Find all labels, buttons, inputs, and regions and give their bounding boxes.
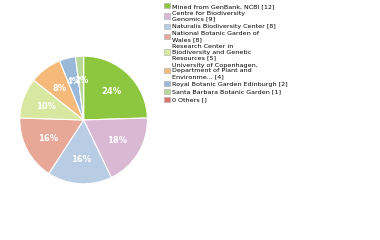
Wedge shape (20, 118, 84, 174)
Wedge shape (20, 80, 84, 120)
Text: 16%: 16% (38, 134, 59, 143)
Text: 10%: 10% (36, 102, 57, 111)
Text: 16%: 16% (71, 155, 91, 164)
Wedge shape (49, 120, 111, 184)
Text: 2%: 2% (74, 76, 88, 85)
Wedge shape (84, 56, 147, 120)
Wedge shape (84, 118, 147, 178)
Text: 18%: 18% (108, 136, 127, 145)
Wedge shape (34, 61, 84, 120)
Text: 24%: 24% (101, 87, 121, 96)
Wedge shape (60, 57, 84, 120)
Text: 4%: 4% (66, 77, 81, 86)
Wedge shape (76, 56, 84, 120)
Legend: Mined from GenBank, NCBI [12], Centre for Biodiversity
Genomics [9], Naturalis B: Mined from GenBank, NCBI [12], Centre fo… (163, 2, 288, 103)
Text: 8%: 8% (53, 84, 67, 93)
